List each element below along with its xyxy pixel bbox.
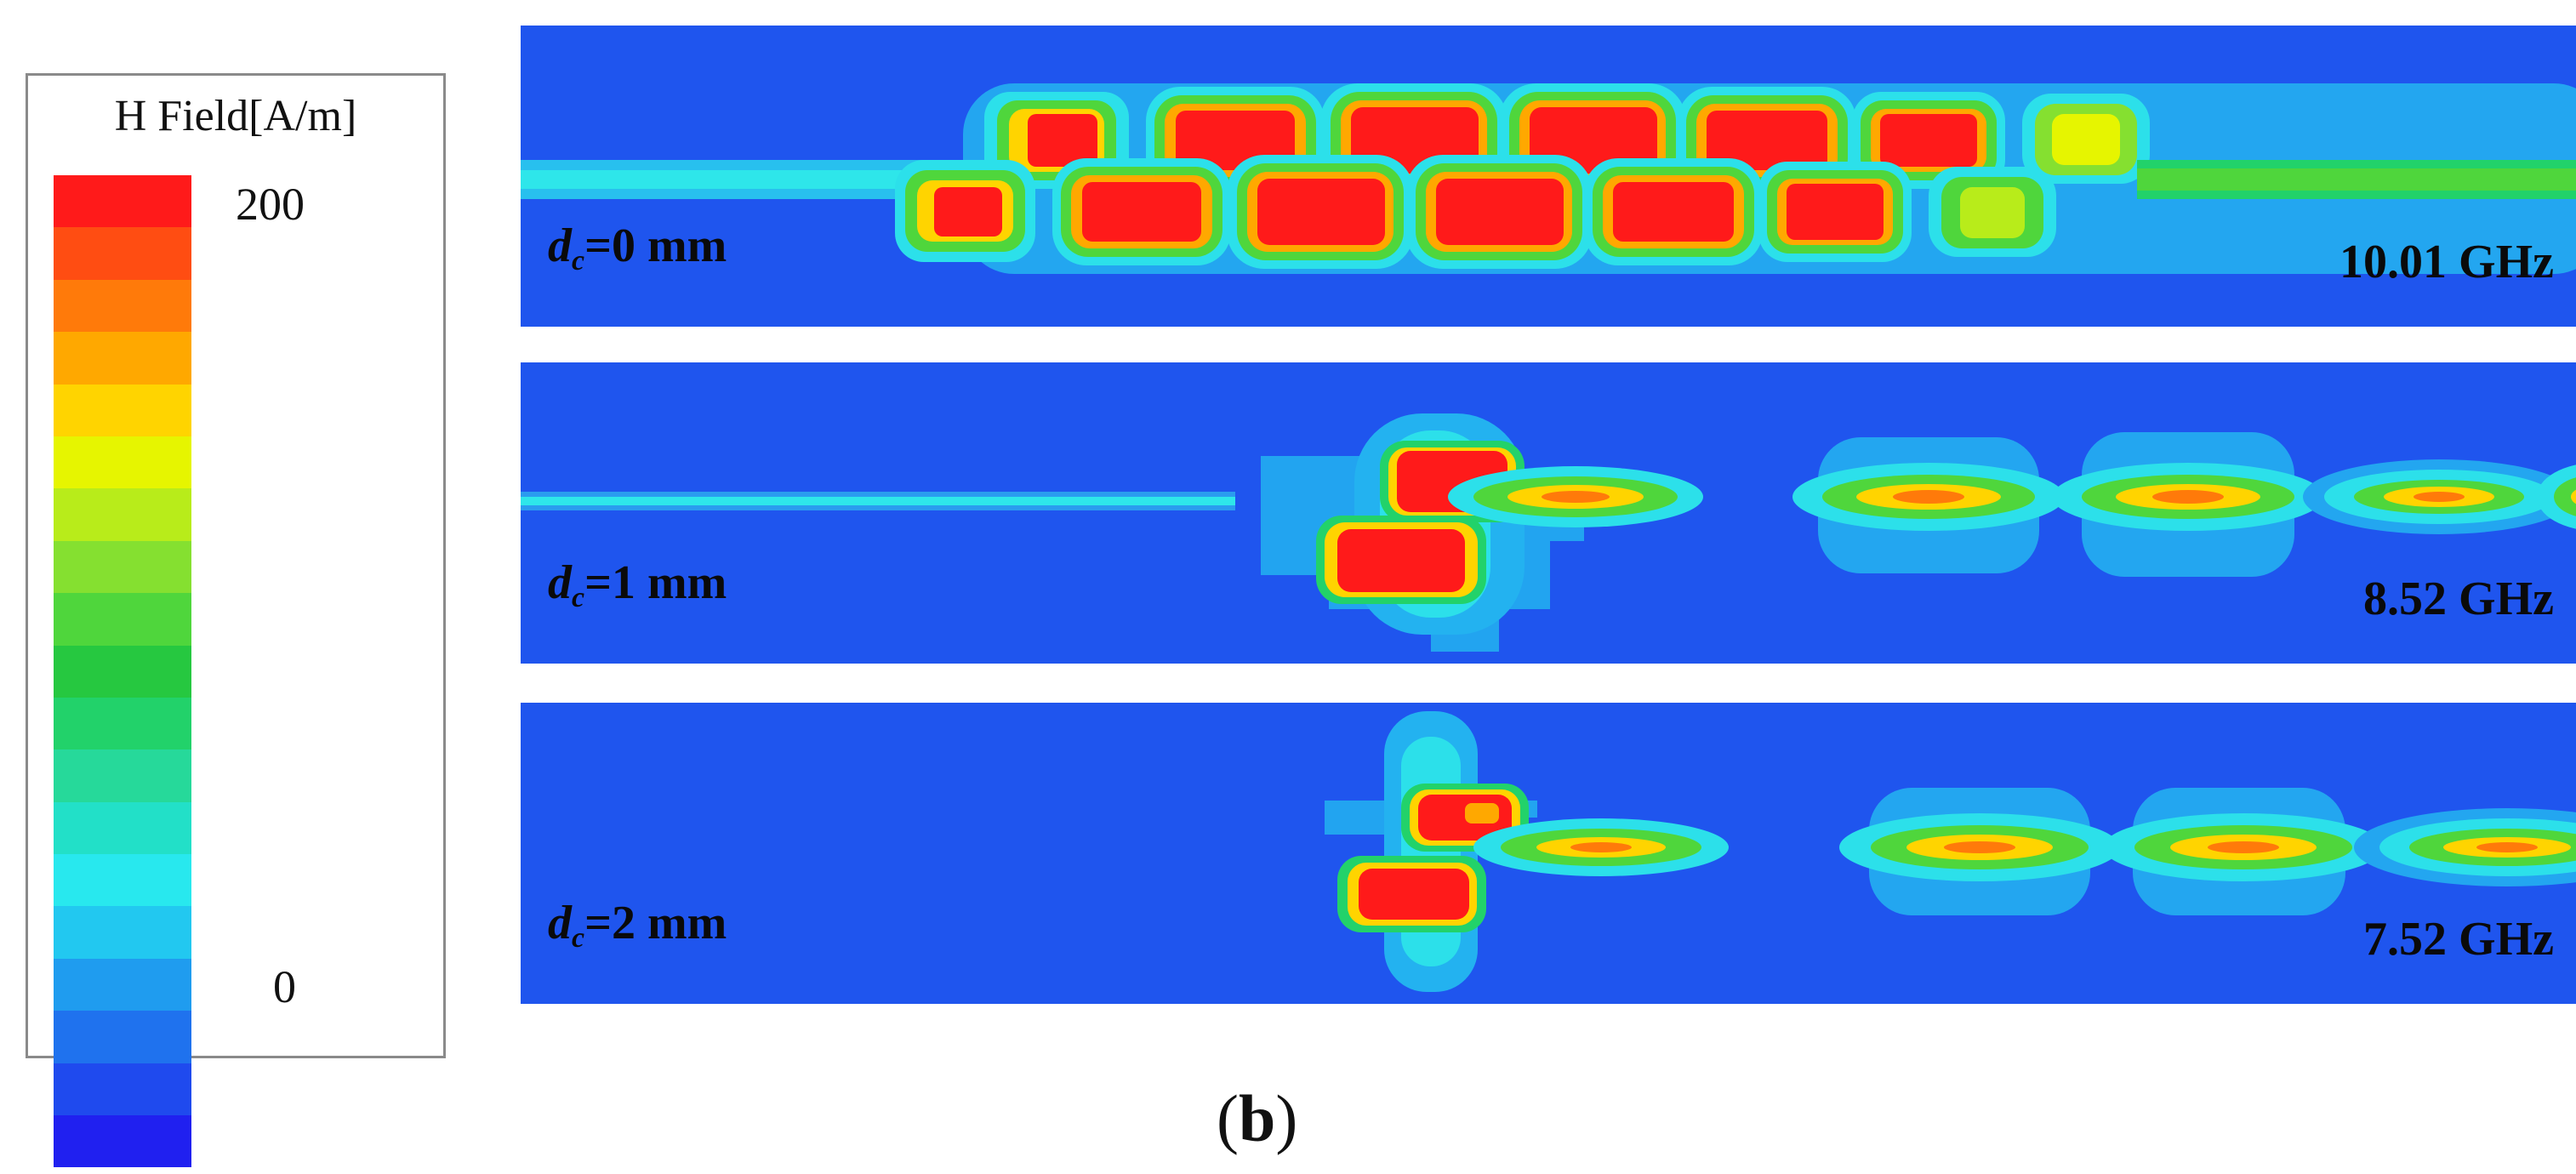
- legend-swatch: [54, 1011, 191, 1063]
- legend-swatch: [54, 593, 191, 646]
- frequency-label-dc1: 8.52 GHz: [2363, 573, 2554, 625]
- legend-swatch: [54, 175, 191, 228]
- legend-swatch: [54, 801, 191, 855]
- color-legend: H Field[A/m] 200 0: [26, 73, 446, 1168]
- legend-title: H Field[A/m]: [114, 92, 357, 140]
- legend-swatch: [54, 697, 191, 750]
- legend-swatch: [54, 332, 191, 385]
- legend-swatch: [54, 384, 191, 436]
- field-map-dc0: [521, 83, 2576, 274]
- legend-swatch: [54, 1063, 191, 1116]
- field-panel-dc1: dc=1 mm 8.52 GHz: [521, 362, 2576, 664]
- field-panel-dc0: dc=0 mm 10.01 GHz: [521, 26, 2576, 327]
- field-panel-dc2: dc=2 mm 7.52 GHz: [521, 703, 2576, 1004]
- legend-max-label: 200: [236, 179, 305, 230]
- legend-swatch: [54, 958, 191, 1012]
- frequency-label-dc0: 10.01 GHz: [2339, 236, 2554, 288]
- dc-label-dc0: dc=0 mm: [548, 219, 727, 276]
- figure-caption: (b): [1217, 1081, 1298, 1155]
- dc-label-dc1: dc=1 mm: [548, 556, 727, 613]
- legend-swatch: [54, 1115, 191, 1168]
- legend-swatch: [54, 854, 191, 907]
- field-map-dc2: [1325, 711, 2576, 992]
- dc-label-dc2: dc=2 mm: [548, 897, 727, 954]
- frequency-label-dc2: 7.52 GHz: [2363, 913, 2554, 966]
- legend-min-label: 0: [273, 961, 296, 1012]
- legend-swatch: [54, 279, 191, 333]
- legend-swatch: [54, 488, 191, 541]
- field-map-dc1: [521, 413, 2576, 652]
- legend-swatch: [54, 227, 191, 280]
- legend-swatch: [54, 645, 191, 698]
- legend-swatch: [54, 436, 191, 489]
- legend-swatch: [54, 906, 191, 959]
- legend-swatch: [54, 540, 191, 594]
- legend-swatch: [54, 749, 191, 802]
- legend-color-bar: [54, 175, 191, 1168]
